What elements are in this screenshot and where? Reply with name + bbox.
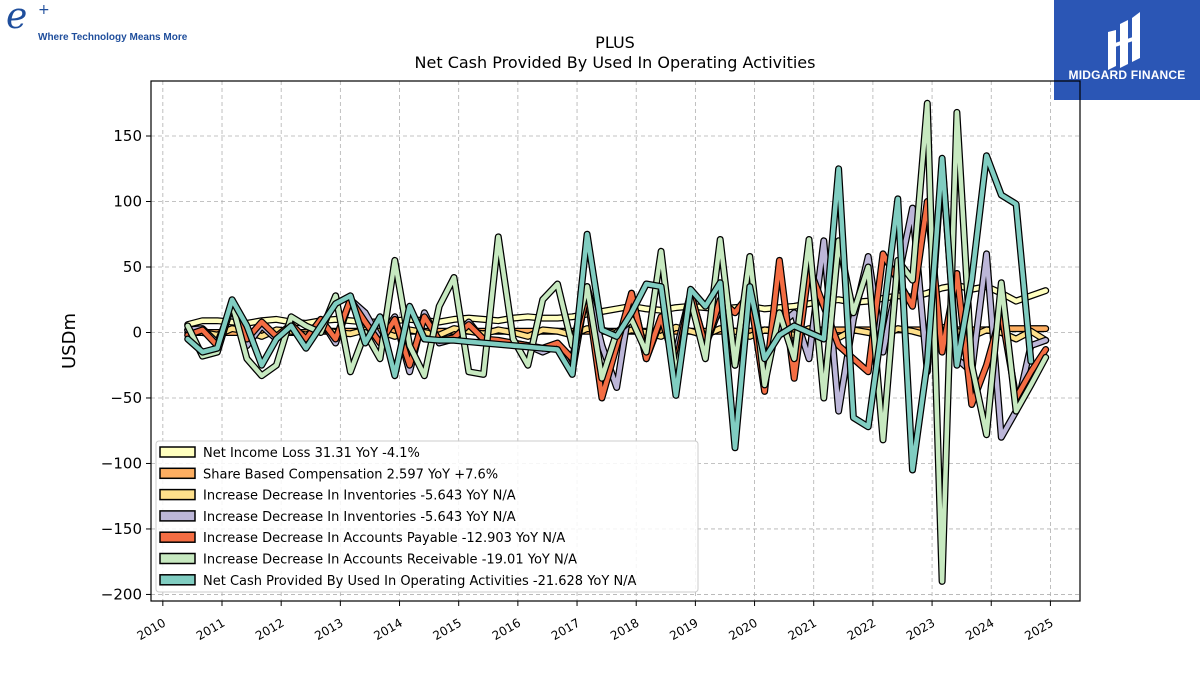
x-tick-label: 2024	[963, 616, 996, 643]
y-tick-label: 100	[113, 193, 142, 211]
chart-title: PLUS	[595, 33, 635, 52]
x-tick-label: 2018	[608, 616, 641, 643]
x-tick-label: 2012	[253, 616, 286, 643]
x-tick-label: 2014	[371, 616, 404, 643]
legend-entry-label: Increase Decrease In Inventories -5.643 …	[203, 489, 516, 504]
y-tick-label: 150	[113, 127, 142, 145]
x-tick-label: 2016	[490, 616, 523, 643]
legend-swatch	[159, 574, 196, 586]
legend-box	[155, 440, 699, 593]
plot-frame	[150, 80, 1081, 602]
brand-tagline: Where Technology Means More	[38, 32, 188, 43]
legend-entry-label: Net Income Loss 31.31 YoY -4.1%	[203, 446, 420, 461]
legend-entry-label: Increase Decrease In Accounts Receivable…	[203, 553, 577, 568]
brand-logo-left: e + Where Technology Means More	[4, 0, 194, 46]
x-tick-label: 2025	[1022, 616, 1055, 643]
brand-right-name: MIDGARD FINANCE	[1068, 68, 1186, 82]
y-tick-label: 0	[132, 323, 142, 341]
x-tick-label: 2023	[904, 616, 937, 643]
series-line	[185, 153, 1034, 473]
x-tick-label: 2013	[312, 616, 345, 643]
x-tick-label: 2010	[135, 616, 168, 643]
legend-entry-label: Increase Decrease In Inventories -5.643 …	[203, 510, 516, 525]
y-tick-label: −100	[101, 454, 142, 472]
legend: Net Income Loss 31.31 YoY -4.1% Share Bas…	[155, 440, 699, 593]
x-tick-label: 2015	[431, 616, 464, 643]
legend-entry-label: Increase Decrease In Accounts Payable -1…	[203, 531, 565, 546]
legend-swatch	[159, 552, 196, 565]
series-lines	[184, 99, 1050, 585]
legend-entry-label: Net Cash Provided By Used In Operating A…	[203, 574, 637, 589]
y-axis-label: USDm	[59, 313, 80, 369]
midgard-emblem-icon	[1108, 12, 1140, 70]
x-tick-label: 2020	[726, 616, 759, 643]
y-tick-label: −150	[101, 520, 142, 538]
x-tick-label: 2021	[786, 616, 819, 643]
y-axis-ticks: −200 −150 −100 −50 0 50 100 150	[101, 127, 151, 603]
legend-swatch	[159, 446, 196, 458]
x-tick-label: 2017	[549, 616, 582, 643]
y-tick-label: −50	[110, 389, 142, 407]
legend-swatch	[159, 467, 196, 480]
x-tick-label: 2011	[194, 616, 227, 643]
x-tick-label: 2022	[845, 616, 878, 643]
legend-swatch	[159, 488, 196, 501]
legend-entry-label: Share Based Compensation 2.597 YoY +7.6%	[203, 467, 498, 482]
brand-logo-right: MIDGARD FINANCE	[1054, 0, 1200, 100]
y-tick-label: −200	[101, 585, 142, 603]
y-tick-label: 50	[123, 258, 142, 276]
legend-swatch	[159, 531, 196, 543]
brand-logo-letter: e	[6, 0, 28, 37]
x-axis-ticks: 2010 2011 2012 2013 2014 2015 2016 2017 2018 2019…	[135, 601, 1056, 643]
brand-logo-plus: +	[38, 2, 50, 18]
legend-swatch	[159, 510, 196, 522]
x-tick-label: 2019	[667, 616, 700, 643]
chart-subtitle: Net Cash Provided By Used In Operating A…	[415, 53, 816, 72]
